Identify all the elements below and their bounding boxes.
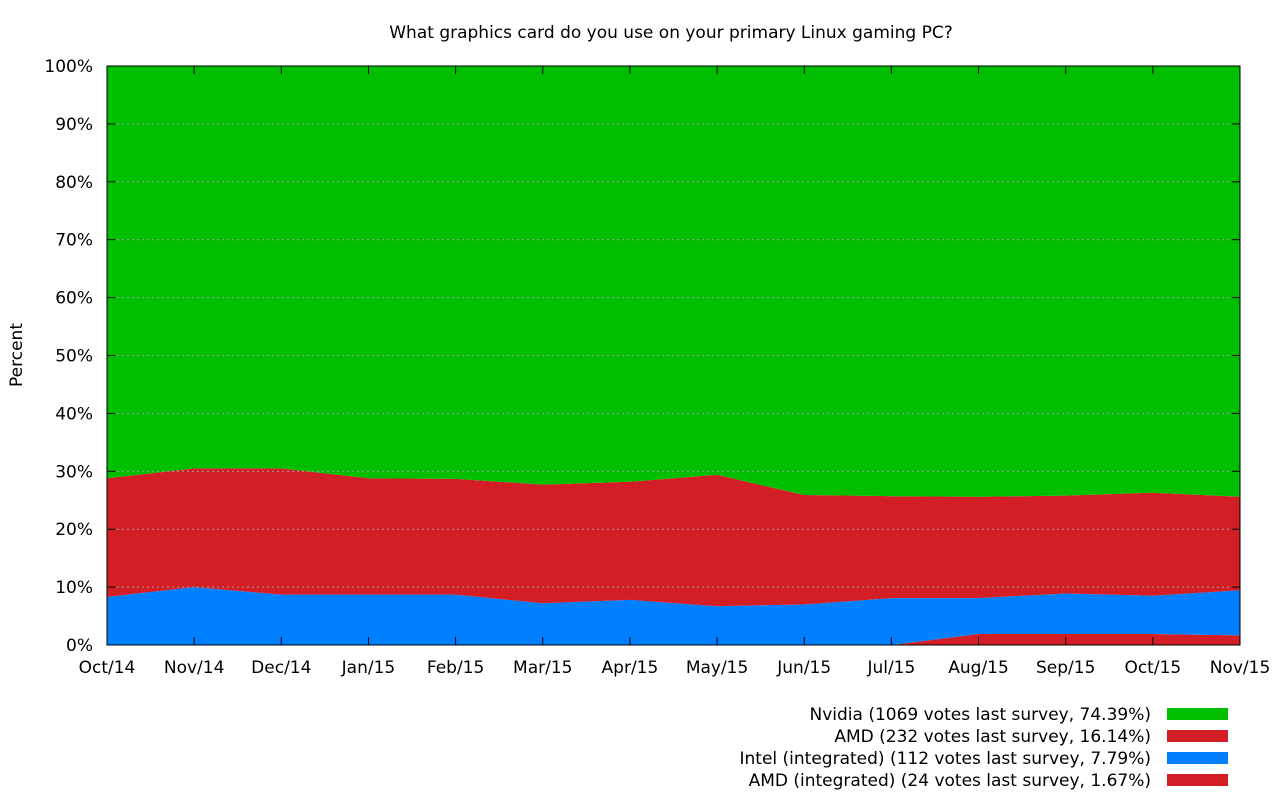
y-tick-label: 20% bbox=[55, 520, 93, 540]
area-amd bbox=[107, 468, 1240, 607]
y-tick-label: 50% bbox=[55, 347, 93, 367]
x-tick-label: Apr/15 bbox=[602, 658, 659, 678]
legend-swatch bbox=[1167, 774, 1228, 786]
x-tick-label: Mar/15 bbox=[513, 658, 572, 678]
x-tick-label: Dec/14 bbox=[251, 658, 311, 678]
x-tick-label: May/15 bbox=[686, 658, 749, 678]
area-nvidia bbox=[107, 66, 1240, 497]
legend: Nvidia (1069 votes last survey, 74.39%)A… bbox=[740, 705, 1228, 791]
y-tick-label: 80% bbox=[55, 173, 93, 193]
area-intel-integrated bbox=[107, 587, 1240, 645]
x-tick-label: Feb/15 bbox=[427, 658, 484, 678]
y-tick-label: 90% bbox=[55, 115, 93, 135]
y-tick-label: 0% bbox=[66, 636, 93, 656]
x-tick-label: Nov/15 bbox=[1210, 658, 1271, 678]
legend-label: AMD (integrated) (24 votes last survey, … bbox=[749, 771, 1151, 791]
legend-label: Nvidia (1069 votes last survey, 74.39%) bbox=[809, 705, 1151, 725]
y-tick-label: 70% bbox=[55, 231, 93, 251]
y-tick-label: 60% bbox=[55, 289, 93, 309]
x-tick-label: Oct/15 bbox=[1124, 658, 1181, 678]
y-axis: 0% 10% 20% 30% 40% 50% 60% 70% 80% 90% 100% bbox=[44, 57, 1240, 656]
y-tick-label: 40% bbox=[55, 404, 93, 424]
chart-title: What graphics card do you use on your pr… bbox=[389, 23, 953, 43]
x-tick-label: Jul/15 bbox=[866, 658, 915, 678]
x-tick-label: Nov/14 bbox=[164, 658, 225, 678]
y-tick-label: 30% bbox=[55, 462, 93, 482]
legend-swatch bbox=[1167, 752, 1228, 764]
legend-label: AMD (232 votes last survey, 16.14%) bbox=[834, 727, 1151, 747]
legend-item-amd: AMD (232 votes last survey, 16.14%) bbox=[834, 727, 1228, 747]
legend-item-intel-integrated: Intel (integrated) (112 votes last surve… bbox=[740, 749, 1228, 769]
legend-swatch bbox=[1167, 708, 1228, 720]
plot-area bbox=[106, 65, 1241, 646]
y-tick-label: 10% bbox=[55, 578, 93, 598]
y-tick-label: 100% bbox=[44, 57, 93, 77]
legend-swatch bbox=[1167, 730, 1228, 742]
legend-item-amd-integrated: AMD (integrated) (24 votes last survey, … bbox=[749, 771, 1228, 791]
x-tick-label: Jun/15 bbox=[776, 658, 831, 678]
x-tick-label: Jan/15 bbox=[341, 658, 396, 678]
x-tick-label: Aug/15 bbox=[948, 658, 1009, 678]
x-tick-label: Sep/15 bbox=[1036, 658, 1095, 678]
x-tick-label: Oct/14 bbox=[79, 658, 136, 678]
x-axis: Oct/14 Nov/14 Dec/14 Jan/15 Feb/15 Mar/15 Apr/… bbox=[79, 66, 1271, 678]
y-axis-label: Percent bbox=[7, 323, 27, 387]
legend-label: Intel (integrated) (112 votes last surve… bbox=[740, 749, 1152, 769]
legend-item-nvidia: Nvidia (1069 votes last survey, 74.39%) bbox=[809, 705, 1228, 725]
